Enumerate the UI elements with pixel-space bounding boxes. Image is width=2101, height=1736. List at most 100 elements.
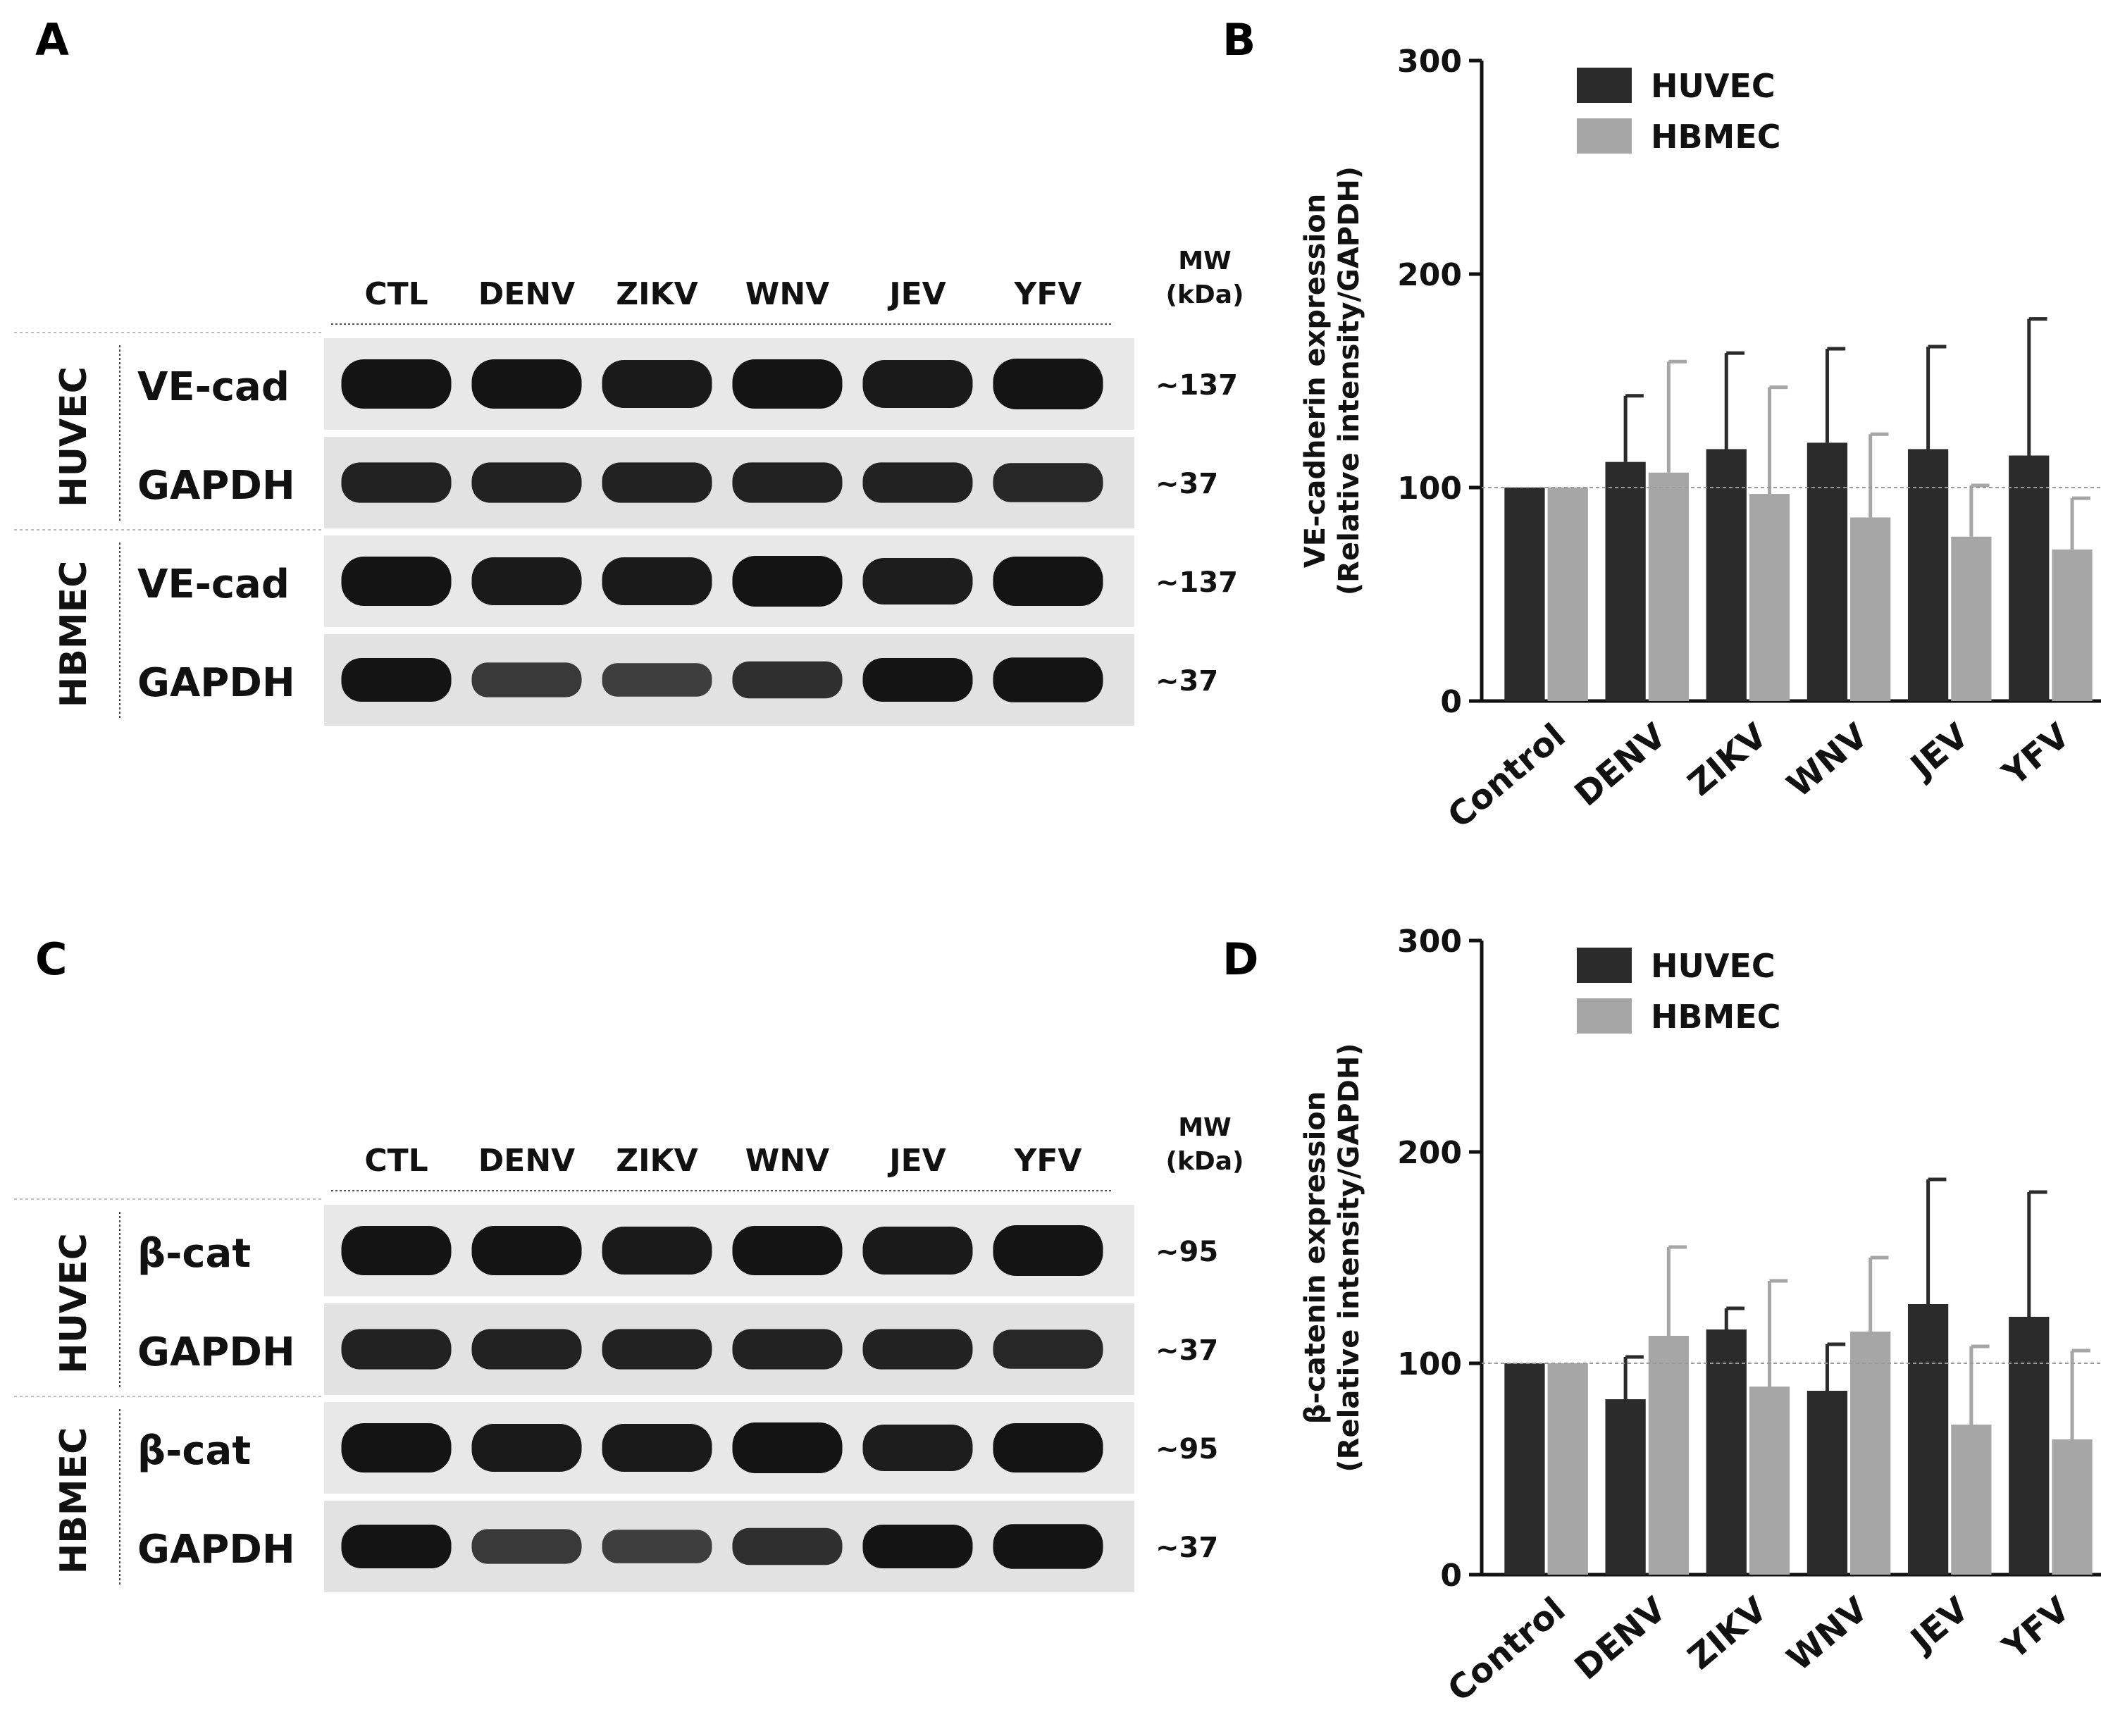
mw-value: ~137 bbox=[1155, 369, 1238, 402]
band-yfv bbox=[993, 359, 1103, 409]
x-tick-label-denv: DENV bbox=[1568, 1589, 1674, 1687]
mw-value: ~37 bbox=[1155, 468, 1218, 500]
bar-huvec-denv bbox=[1605, 1399, 1646, 1575]
band-ctl bbox=[341, 1226, 452, 1275]
bar-huvec-yfv bbox=[2009, 1317, 2050, 1575]
lane-label-jev: JEV bbox=[887, 1143, 946, 1179]
band-ctl bbox=[341, 1329, 452, 1370]
band-zikv bbox=[602, 1530, 712, 1563]
row-label-vecad: VE-cad bbox=[137, 562, 290, 607]
x-tick-label-jev: JEV bbox=[1902, 1589, 1976, 1661]
lane-label-denv: DENV bbox=[478, 276, 575, 312]
mw-header-line-2: (kDa) bbox=[1165, 1147, 1244, 1176]
bar-huvec-zikv bbox=[1706, 449, 1747, 701]
row-label-cat: β-cat bbox=[137, 1231, 251, 1277]
band-ctl bbox=[341, 1525, 452, 1568]
band-yfv bbox=[993, 1225, 1103, 1276]
band-denv bbox=[471, 462, 582, 503]
panel-label-a: A bbox=[35, 14, 69, 66]
band-jev bbox=[862, 1425, 973, 1471]
bar-hbmec-control bbox=[1547, 1363, 1588, 1575]
bar-hbmec-jev bbox=[1951, 536, 1992, 701]
band-wnv bbox=[732, 462, 843, 503]
band-denv bbox=[471, 1329, 582, 1370]
band-wnv bbox=[732, 359, 843, 409]
y-tick-label: 0 bbox=[1440, 1558, 1462, 1594]
row-label-vecad: VE-cad bbox=[137, 364, 290, 410]
chart-d: 0 100 200 300 β-catenin expression (Relative … bbox=[1299, 924, 2101, 1710]
bar-hbmec-zikv bbox=[1749, 1387, 1790, 1575]
legend-swatch-hbmec bbox=[1577, 118, 1632, 154]
bar-hbmec-jev bbox=[1951, 1425, 1992, 1575]
x-tick-label-zikv: ZIKV bbox=[1680, 716, 1774, 804]
lane-label-jev: JEV bbox=[887, 276, 946, 312]
band-yfv bbox=[993, 463, 1103, 502]
band-ctl bbox=[341, 462, 452, 503]
x-tick-label-zikv: ZIKV bbox=[1680, 1589, 1774, 1678]
band-denv bbox=[471, 557, 582, 605]
band-ctl bbox=[341, 359, 452, 409]
mw-header-line-1: MW bbox=[1178, 247, 1232, 275]
mw-value: ~37 bbox=[1155, 1334, 1218, 1367]
band-wnv bbox=[732, 1422, 843, 1473]
mw-value: ~137 bbox=[1155, 566, 1238, 599]
mw-value: ~37 bbox=[1155, 665, 1218, 698]
row-label-gapdh: GAPDH bbox=[137, 463, 295, 509]
lane-label-zikv: ZIKV bbox=[616, 276, 698, 312]
bar-huvec-wnv bbox=[1806, 442, 1848, 701]
mw-header-line-1: MW bbox=[1178, 1113, 1232, 1142]
bar-huvec-control bbox=[1504, 488, 1545, 701]
row-label-gapdh: GAPDH bbox=[137, 660, 295, 706]
y-axis-label: (Relative intensity/GAPDH) bbox=[1333, 166, 1365, 595]
lane-label-ctl: CTL bbox=[364, 1143, 428, 1179]
western-blot-a: CTL DENV ZIKV WNV JEV YFV MW (kDa) HUVEC VE-cad ~1… bbox=[14, 247, 1244, 726]
group-label-huvec: HUVEC bbox=[53, 1233, 95, 1374]
mw-value: ~95 bbox=[1155, 1236, 1218, 1268]
band-jev bbox=[862, 1227, 973, 1275]
bar-huvec-control bbox=[1504, 1363, 1545, 1575]
band-yfv bbox=[993, 557, 1103, 606]
bar-huvec-denv bbox=[1605, 461, 1646, 701]
band-yfv bbox=[993, 1524, 1103, 1569]
band-denv bbox=[471, 1226, 582, 1275]
band-wnv bbox=[732, 556, 843, 607]
lane-label-denv: DENV bbox=[478, 1143, 575, 1179]
row-label-gapdh: GAPDH bbox=[137, 1527, 295, 1573]
mw-header-line-2: (kDa) bbox=[1165, 280, 1244, 309]
x-tick-label-yfv: YFV bbox=[1995, 716, 2077, 794]
y-axis-label: β-catenin expression bbox=[1299, 1091, 1332, 1424]
band-zikv bbox=[602, 462, 712, 503]
band-ctl bbox=[341, 1423, 452, 1472]
western-blot-c: CTL DENV ZIKV WNV JEV YFV MW (kDa) HUVEC β-cat ~95… bbox=[14, 1113, 1244, 1592]
band-zikv bbox=[602, 557, 712, 605]
band-ctl bbox=[341, 658, 452, 702]
bar-hbmec-wnv bbox=[1850, 1332, 1891, 1575]
row-label-gapdh: GAPDH bbox=[137, 1329, 295, 1375]
mw-value: ~37 bbox=[1155, 1532, 1218, 1564]
lane-label-yfv: YFV bbox=[1014, 1143, 1082, 1179]
lane-label-yfv: YFV bbox=[1014, 276, 1082, 312]
y-tick-label: 200 bbox=[1397, 257, 1462, 293]
y-tick-label: 300 bbox=[1397, 44, 1462, 80]
bar-hbmec-yfv bbox=[2052, 549, 2093, 701]
bar-huvec-jev bbox=[1907, 1304, 1949, 1575]
panel-label-d: D bbox=[1222, 934, 1259, 985]
row-label-cat: β-cat bbox=[137, 1428, 251, 1474]
bar-hbmec-zikv bbox=[1749, 494, 1790, 701]
band-wnv bbox=[732, 1329, 843, 1370]
band-yfv bbox=[993, 1329, 1103, 1369]
band-zikv bbox=[602, 663, 712, 697]
band-ctl bbox=[341, 557, 452, 606]
band-jev bbox=[862, 360, 973, 408]
panel-label-c: C bbox=[35, 934, 68, 985]
bar-huvec-wnv bbox=[1806, 1391, 1848, 1575]
group-label-huvec: HUVEC bbox=[53, 366, 95, 507]
bar-hbmec-wnv bbox=[1850, 517, 1891, 701]
band-denv bbox=[471, 359, 582, 409]
legend-label-hbmec: HBMEC bbox=[1651, 998, 1781, 1036]
lane-label-zikv: ZIKV bbox=[616, 1143, 698, 1179]
x-tick-label-denv: DENV bbox=[1568, 716, 1674, 814]
group-label-hbmec: HBMEC bbox=[53, 1427, 95, 1575]
lane-label-ctl: CTL bbox=[364, 276, 428, 312]
band-denv bbox=[471, 1424, 582, 1472]
